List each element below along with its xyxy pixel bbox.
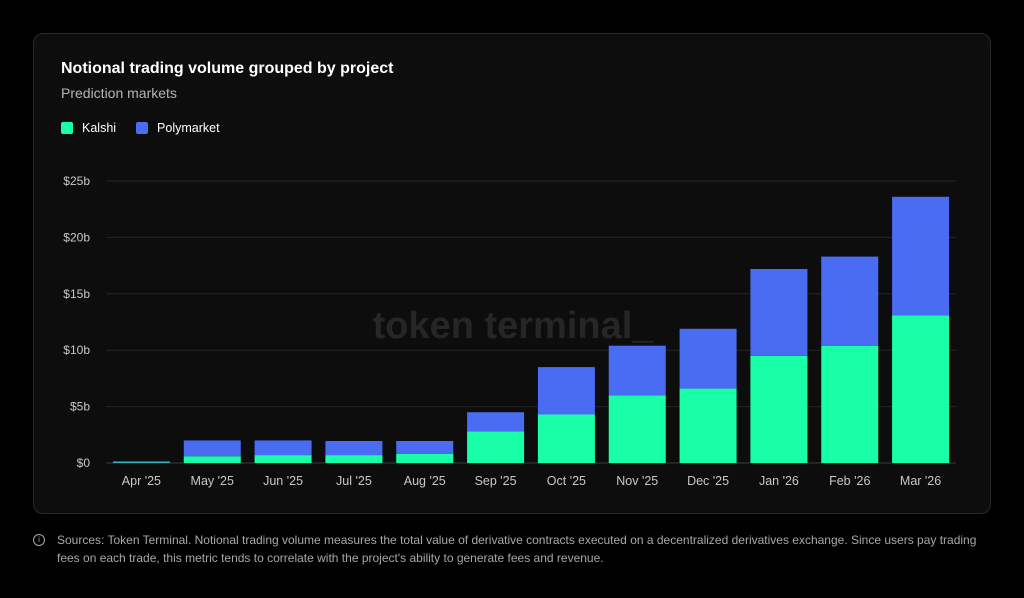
footer-note: i Sources: Token Terminal. Notional trad… [33,531,991,567]
legend-label-kalshi: Kalshi [82,121,117,135]
bar-polymarket-5 [467,412,525,432]
x-tick-label: Feb '26 [829,474,870,488]
chart-subtitle: Prediction markets [61,85,177,101]
x-tick-label: Sep '25 [475,474,517,488]
x-tick-label: Jan '26 [759,474,799,488]
x-tick-label: Jul '25 [336,474,372,488]
watermark: token terminal_ [373,305,655,347]
bar-polymarket-7 [608,345,666,396]
bar-polymarket-10 [821,256,879,346]
bar-polymarket-11 [892,196,950,316]
x-tick-label: Aug '25 [404,474,446,488]
bar-polymarket-1 [183,440,241,457]
y-tick-label: $15b [63,287,90,301]
bar-kalshi-0 [112,462,170,463]
x-tick-label: Jun '25 [263,474,303,488]
y-tick-label: $20b [63,230,90,244]
bar-kalshi-1 [183,456,241,463]
bar-kalshi-9 [750,355,808,463]
x-tick-label: Apr '25 [122,474,161,488]
bar-kalshi-11 [892,315,950,463]
chart-card: Notional trading volume grouped by proje… [33,33,991,514]
legend-swatch-kalshi [61,122,73,134]
bar-polymarket-9 [750,268,808,356]
x-tick-label: Oct '25 [547,474,586,488]
bar-kalshi-6 [537,414,595,463]
y-tick-label: $25b [63,174,90,188]
bar-polymarket-4 [396,441,454,454]
legend-item-kalshi[interactable]: Kalshi [61,121,116,135]
x-tick-label: Mar '26 [900,474,941,488]
chart-title: Notional trading volume grouped by proje… [61,60,394,77]
chart-legend: Kalshi Polymarket [61,121,220,135]
bar-kalshi-5 [467,431,525,463]
x-tick-label: Dec '25 [687,474,729,488]
legend-label-polymarket: Polymarket [157,121,220,135]
bar-kalshi-3 [325,455,383,463]
bar-kalshi-4 [396,453,454,463]
y-tick-label: $10b [63,343,90,357]
legend-swatch-polymarket [136,122,149,134]
info-icon: i [33,534,45,546]
bar-kalshi-7 [608,395,666,463]
bar-polymarket-3 [325,441,383,456]
bar-kalshi-10 [821,345,879,463]
bar-polymarket-2 [254,440,312,456]
chart-plot: $0 $5b $10b $15b $20b $25b token terminal_ Apr … [63,174,956,488]
y-tick-label: $0 [77,456,91,470]
bar-polymarket-8 [679,328,737,389]
legend-item-polymarket[interactable]: Polymarket [136,121,220,135]
x-tick-label: Nov '25 [616,474,658,488]
bar-kalshi-8 [679,388,737,463]
footer-text: Sources: Token Terminal. Notional tradin… [57,533,977,565]
bar-kalshi-2 [254,455,312,463]
bar-polymarket-6 [537,367,595,415]
y-tick-label: $5b [70,400,90,414]
x-tick-label: May '25 [191,474,234,488]
bar-polymarket-0 [112,461,170,463]
